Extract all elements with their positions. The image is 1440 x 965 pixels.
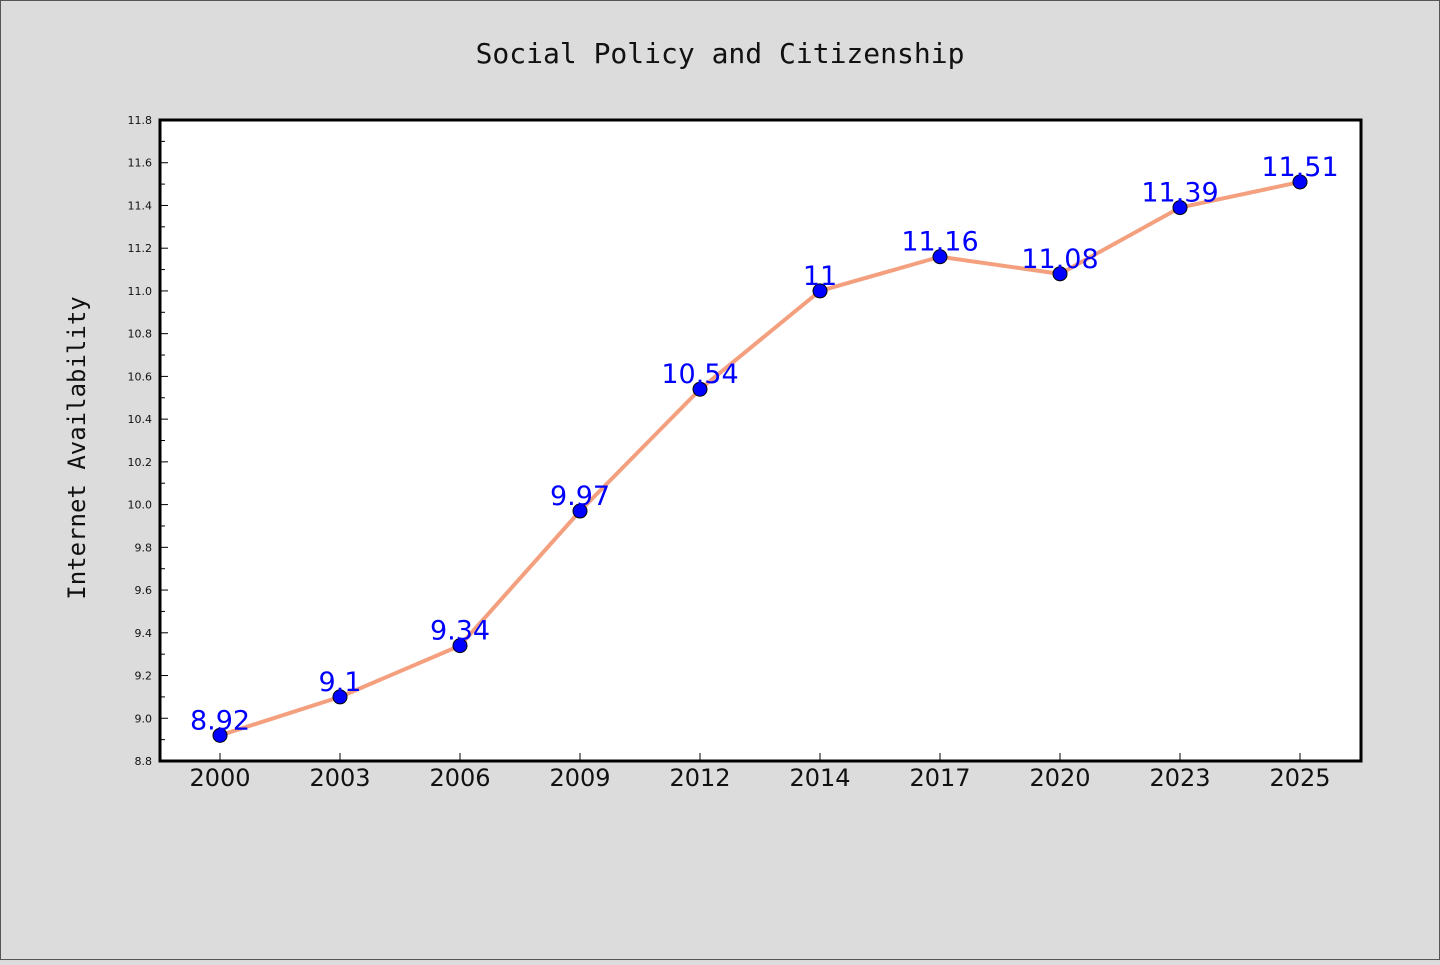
x-tick-label: 2012 — [669, 764, 730, 792]
y-tick-label: 11.0 — [128, 285, 153, 298]
data-label: 8.92 — [190, 705, 250, 736]
plot-area — [158, 118, 1363, 763]
y-tick-label: 10.8 — [128, 328, 153, 341]
data-label: 9.1 — [319, 667, 362, 698]
y-tick-label: 9.4 — [135, 627, 153, 640]
data-point — [452, 638, 468, 654]
data-point — [812, 283, 828, 299]
y-tick-label: 9.6 — [135, 584, 153, 597]
y-tick-label: 8.8 — [135, 755, 153, 768]
x-tick-label: 2017 — [909, 764, 970, 792]
data-point — [212, 727, 228, 743]
x-tick-label: 2023 — [1149, 764, 1210, 792]
y-tick-label: 9.0 — [135, 712, 153, 725]
y-tick-label: 11.2 — [128, 242, 153, 255]
x-tick-label: 2009 — [549, 764, 610, 792]
data-point — [1292, 174, 1308, 190]
data-label: 9.34 — [430, 616, 490, 647]
y-tick-label: 9.2 — [135, 670, 153, 683]
data-point — [332, 689, 348, 705]
data-label: 11.08 — [1021, 244, 1098, 275]
data-point — [572, 503, 588, 519]
data-label: 9.97 — [550, 481, 610, 512]
x-tick-label: 2020 — [1029, 764, 1090, 792]
y-tick-label: 10.6 — [128, 370, 153, 383]
data-label: 10.54 — [661, 359, 738, 390]
y-axis-label: Internet Availability — [63, 296, 91, 599]
x-tick-label: 2006 — [429, 764, 490, 792]
y-tick-label: 10.0 — [128, 499, 153, 512]
y-tick-label: 11.4 — [128, 199, 153, 212]
data-markers — [212, 174, 1308, 743]
data-labels: 8.92 9.1 9.34 9.97 10.54 11 11.16 11.08 11.39 11.… — [190, 152, 1339, 736]
series-line — [219, 180, 1301, 738]
chart-title: Social Policy and Citizenship — [476, 37, 965, 70]
x-axis-ticks: 2000 2003 2006 2009 2012 2014 2017 2020 2023 2025 — [189, 753, 1331, 792]
y-tick-label: 11.6 — [128, 157, 153, 170]
data-point — [1172, 200, 1188, 216]
y-tick-label: 10.2 — [128, 456, 153, 469]
series-line-group — [219, 180, 1301, 738]
x-tick-label: 2014 — [789, 764, 850, 792]
x-tick-label: 2000 — [189, 764, 250, 792]
y-axis-ticks: 8.8 9.0 9.2 9.4 9.6 9.8 10.0 10.2 10.4 10.6 10.8 11… — [128, 114, 168, 768]
data-label: 11.16 — [901, 227, 978, 258]
data-label: 11.51 — [1261, 152, 1338, 183]
data-point — [1052, 266, 1068, 282]
data-point — [692, 381, 708, 397]
data-label: 11 — [803, 261, 837, 292]
data-label: 11.39 — [1141, 178, 1218, 209]
data-point — [932, 249, 948, 265]
x-tick-label: 2025 — [1269, 764, 1330, 792]
y-tick-label: 10.4 — [128, 413, 153, 426]
x-tick-label: 2003 — [309, 764, 370, 792]
y-tick-label: 9.8 — [135, 541, 153, 554]
y-tick-label: 11.8 — [128, 114, 153, 127]
